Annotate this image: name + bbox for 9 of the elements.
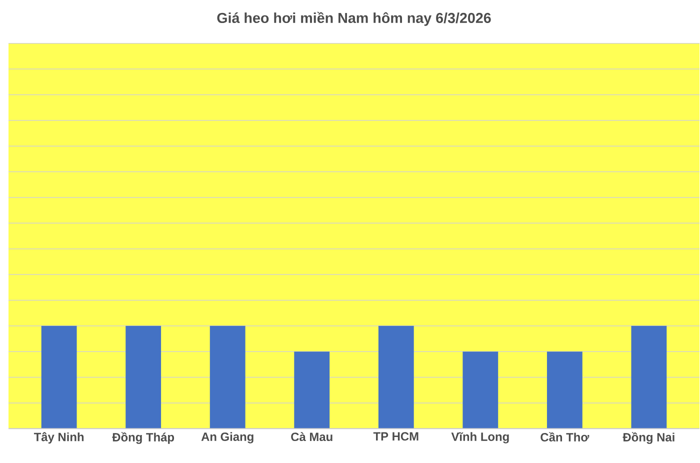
x-tick-label: Cần Thơ [540,432,590,442]
x-tick-label: Đồng Tháp [112,432,174,444]
x-tick-label: Đồng Nai [622,432,674,444]
x-tick-label: Vĩnh Long [451,432,509,444]
x-tick-label: An Giang [201,432,254,444]
x-tick-label: Cà Mau [291,432,332,442]
chart-title: Giá heo hơi miền Nam hôm nay 6/3/2026 [217,12,491,26]
x-tick-label: Tây Ninh [34,432,84,444]
x-tick-label: TP HCM [373,432,418,441]
